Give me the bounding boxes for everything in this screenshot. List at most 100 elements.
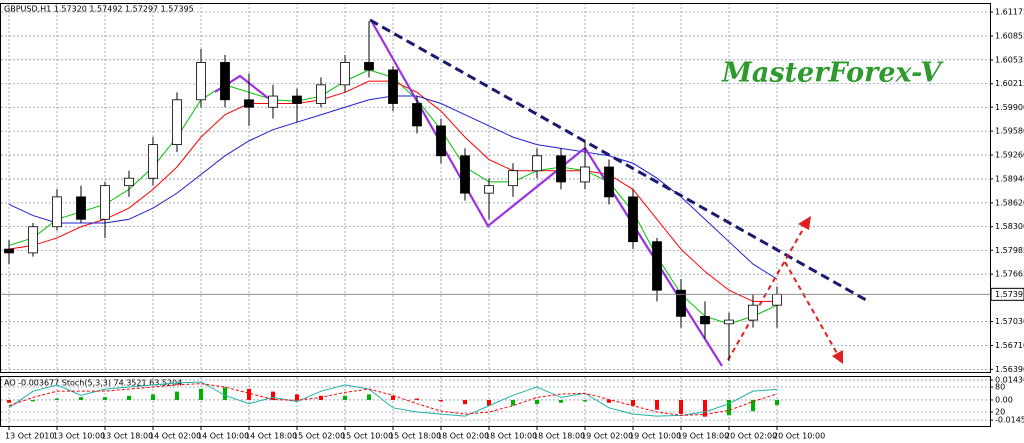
ao-bar <box>535 399 539 405</box>
x-tick-label: 19 Oct 10:00 <box>629 432 681 441</box>
candle-body <box>604 166 614 198</box>
candle-body <box>4 248 14 254</box>
y-tick-label: 1.56390 <box>995 365 1024 374</box>
ao-bar <box>655 399 659 410</box>
y-tick-label: 1.59900 <box>995 103 1024 112</box>
ao-bar <box>271 391 275 400</box>
y-tick-label: 1.57030 <box>995 317 1024 326</box>
y-tick-label: 20 <box>995 408 1005 417</box>
indicator-title: AO -0.003677 Stoch(5,3,3) 74.3521 63.520… <box>4 379 182 388</box>
ao-bar <box>55 398 59 400</box>
candle-body <box>28 226 38 254</box>
ao-bar <box>487 399 491 406</box>
x-tick-label: 18 Oct 02:00 <box>437 432 489 441</box>
ao-bar <box>151 394 155 400</box>
y-tick-label: 1.58300 <box>995 222 1024 231</box>
ao-bar <box>295 394 299 400</box>
watermark: MasterForex-V <box>721 58 944 89</box>
trend-line <box>369 18 867 302</box>
x-tick-label: 20 Oct 10:00 <box>773 432 825 441</box>
ao-bar <box>415 398 419 400</box>
ao-bar <box>559 399 563 403</box>
candle-body <box>148 144 158 179</box>
candle-body <box>52 196 62 228</box>
main-panel-border <box>0 3 991 373</box>
candle-body <box>628 196 638 243</box>
current-price-label: 1.57395 <box>995 290 1024 299</box>
ao-bar <box>247 388 251 400</box>
x-tick-label: 18 Oct 18:00 <box>533 432 585 441</box>
candle-body <box>652 241 662 291</box>
candle-body <box>724 319 734 325</box>
x-tick-label: 15 Oct 02:00 <box>293 432 345 441</box>
candle-body <box>100 185 110 220</box>
candle-body <box>436 125 446 157</box>
y-tick-label: 1.59260 <box>995 151 1024 160</box>
y-tick-label: 1.61175 <box>995 8 1024 17</box>
candle-body <box>676 289 686 317</box>
x-tick-label: 15 Oct 18:00 <box>389 432 441 441</box>
candle-body <box>460 155 470 194</box>
candle-body <box>196 62 206 101</box>
ao-bar <box>175 391 179 400</box>
ao-bar <box>631 399 635 406</box>
candle-body <box>388 69 398 104</box>
y-tick-label: 1.60535 <box>995 55 1024 64</box>
candle-body <box>700 315 710 325</box>
candle-body <box>244 99 254 108</box>
candle-body <box>340 62 350 86</box>
arrow-head <box>832 350 843 364</box>
y-tick-label: 0.00 <box>995 395 1013 404</box>
arrow-head <box>798 216 811 230</box>
ao-bar <box>775 399 779 406</box>
candle-body <box>484 185 494 194</box>
x-tick-label: 15 Oct 10:00 <box>341 432 393 441</box>
ao-bar <box>751 399 755 412</box>
ao-bar <box>439 399 443 402</box>
current-price-box <box>990 287 1024 301</box>
candle-body <box>124 177 134 187</box>
ao-bar <box>511 399 515 406</box>
y-tick-label: 80 <box>995 383 1005 392</box>
ao-bar <box>79 397 83 400</box>
ao-bar <box>367 394 371 400</box>
x-tick-label: 19 Oct 18:00 <box>677 432 729 441</box>
ao-bar <box>7 399 11 403</box>
y-tick-label: 1.60215 <box>995 79 1024 88</box>
ao-bar <box>679 399 683 414</box>
ao-bar <box>127 395 131 400</box>
ao-bar <box>607 399 611 403</box>
candle-body <box>268 95 278 108</box>
x-tick-label: 18 Oct 10:00 <box>485 432 537 441</box>
x-tick-label: 20 Oct 02:00 <box>725 432 777 441</box>
forecast-arrow <box>727 223 807 361</box>
y-tick-label: 1.59580 <box>995 127 1024 136</box>
y-tick-label: 1.58940 <box>995 174 1024 183</box>
ao-bar <box>31 399 35 402</box>
ao-bar <box>727 399 731 416</box>
x-tick-label: 14 Oct 18:00 <box>245 432 297 441</box>
candle-body <box>76 196 86 220</box>
x-tick-label: 13 Oct 2010 <box>5 432 54 441</box>
chart-title: GBPUSD,H1 1.57320 1.57492 1.57297 1.5739… <box>4 5 194 14</box>
x-tick-label: 13 Oct 18:00 <box>101 432 153 441</box>
x-tick-label: 14 Oct 02:00 <box>149 432 201 441</box>
ao-bar <box>103 397 107 400</box>
y-tick-label: 1.57985 <box>995 246 1024 255</box>
grid-layer <box>1 3 990 426</box>
candle-body <box>316 84 326 104</box>
x-tick-label: 14 Oct 10:00 <box>197 432 249 441</box>
candle-body <box>364 62 374 71</box>
ao-bar <box>583 399 587 402</box>
x-tick-label: 19 Oct 02:00 <box>581 432 633 441</box>
ao-bar <box>703 399 707 417</box>
candle-body <box>532 155 542 172</box>
candle-body <box>748 304 758 321</box>
x-tick-label: 13 Oct 10:00 <box>53 432 105 441</box>
stochastic-line <box>8 383 778 416</box>
candle-body <box>412 103 422 127</box>
y-tick-label: -0.0145 <box>995 416 1024 425</box>
ao-bar <box>223 387 227 400</box>
candle-body <box>580 166 590 183</box>
